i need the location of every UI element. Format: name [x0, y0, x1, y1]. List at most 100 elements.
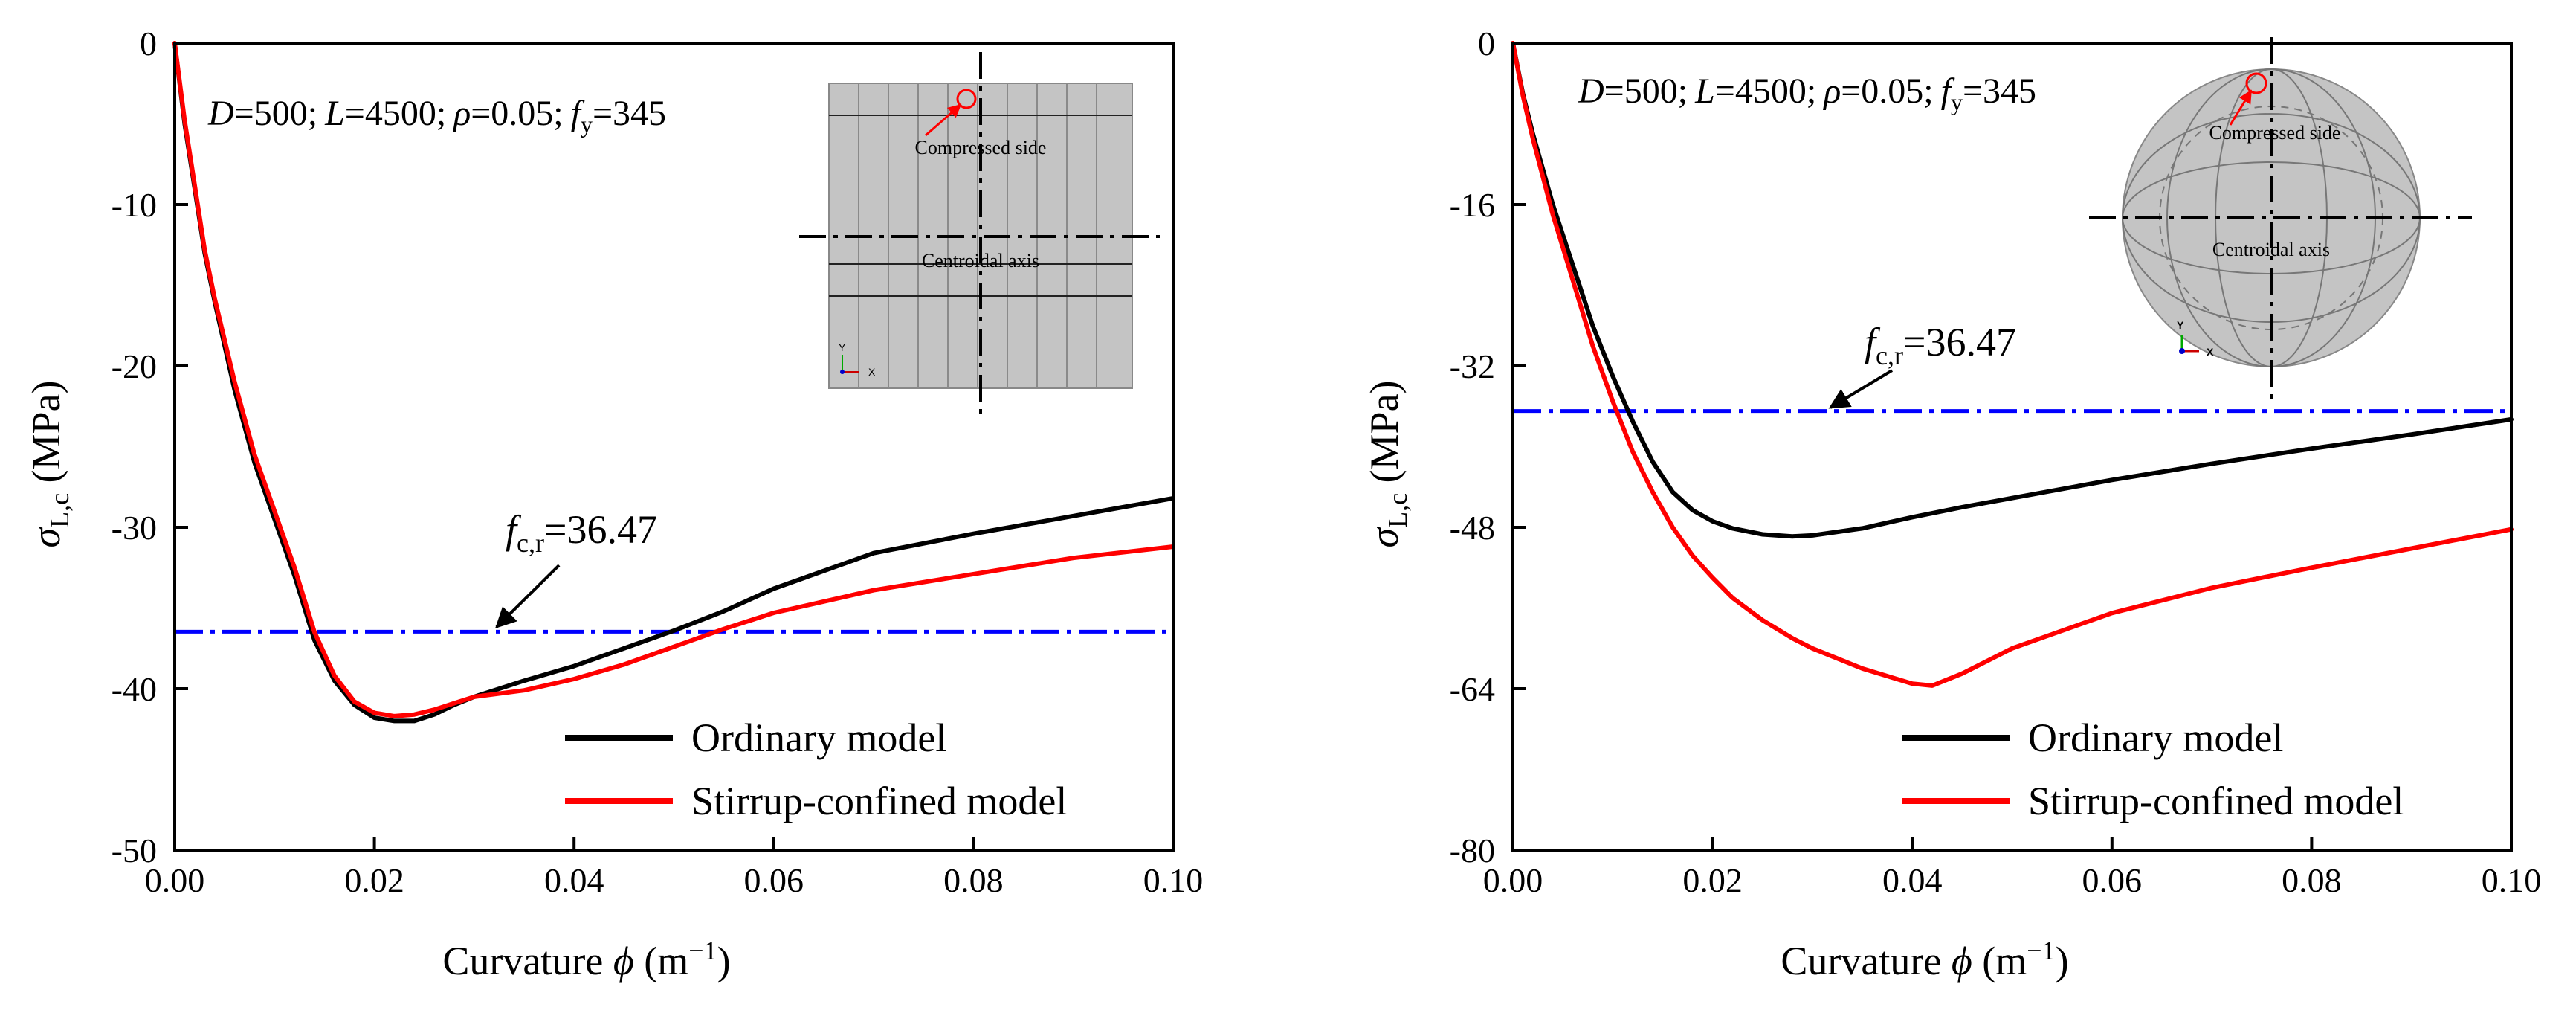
param-D-value: =500;: [234, 94, 317, 133]
inset-circle-triad-icon: Y X: [2177, 319, 2214, 358]
params-annotation: D=500; L=4500; ρ=0.05; fy=345: [207, 94, 666, 138]
y-axis-title: σL,c (MPa): [1362, 380, 1413, 547]
x-axis-title-unit-close: ): [2056, 939, 2069, 983]
reference-label-value: =36.47: [1903, 320, 2016, 364]
param-L-symbol: L: [1694, 71, 1715, 111]
y-tick-label: -40: [112, 670, 157, 708]
inset-rect-triad-y: Y: [839, 341, 846, 353]
y-tick-label: -30: [112, 509, 157, 547]
x-tick-label: 0.06: [744, 861, 804, 899]
left-chart-panel: Compressed side Centroidal axis Y X 0.00…: [24, 25, 1203, 983]
y-tick-label: -50: [112, 832, 157, 869]
plot-frame: [1511, 42, 2513, 852]
axis-ticks: 0.00 0.02 0.04 0.06 0.08 0.10 0 -16 -32 -48 -64 -80: [1450, 25, 2542, 899]
y-axis-title-symbol: σ: [24, 527, 68, 548]
x-axis-title-unit-open: (m: [1972, 939, 2027, 983]
x-tick-label: 0.02: [344, 861, 404, 899]
param-L-symbol: L: [324, 94, 345, 133]
inset-rect-pointer-arrow: [925, 103, 962, 137]
x-axis-title: Curvature ϕ (m−1): [1781, 936, 2068, 983]
x-axis-title-symbol: ϕ: [613, 939, 634, 983]
params-annotation: D=500; L=4500; ρ=0.05; fy=345: [1578, 71, 2036, 115]
y-axis-title-subscript: L,c: [1383, 493, 1413, 528]
param-f-subscript: y: [1951, 89, 1963, 115]
x-axis-title-unit-close: ): [717, 939, 731, 983]
x-tick-label: 0.04: [544, 861, 604, 899]
x-tick-label: 0.10: [2482, 861, 2542, 899]
y-axis-title-unit: (MPa): [1362, 380, 1407, 492]
y-tick-label: -48: [1450, 509, 1495, 547]
legend-label-stirrup: Stirrup-confined model: [691, 779, 1067, 823]
legend-label-ordinary: Ordinary model: [691, 715, 946, 760]
right-chart-panel: Compressed side Centroidal axis Y X 0.00…: [1362, 25, 2541, 983]
param-rho-symbol: ρ: [452, 94, 471, 133]
y-tick-label: -10: [112, 186, 157, 224]
y-axis-title-symbol: σ: [1362, 527, 1407, 548]
x-axis-title-prefix: Curvature: [1781, 939, 1951, 983]
param-rho-symbol: ρ: [1822, 71, 1841, 111]
param-f-value: =345: [593, 94, 666, 133]
x-tick-label: 0.00: [1483, 861, 1543, 899]
inset-rect-triad-icon: Y X: [839, 341, 876, 378]
reference-label-arrow: [1828, 369, 1894, 409]
legend-label-stirrup: Stirrup-confined model: [2028, 779, 2404, 823]
inset-rect-label-compressed: Compressed side: [915, 137, 1047, 158]
reference-label-arrow: [495, 564, 561, 628]
param-L-value: =4500;: [1715, 71, 1816, 111]
reference-label-subscript: c,r: [1876, 341, 1903, 370]
param-D-symbol: D: [207, 94, 234, 133]
inset-circle-label-compressed: Compressed side: [2209, 122, 2341, 144]
inset-circle-triad-x: X: [2207, 346, 2214, 358]
inset-rect-section: Compressed side Centroidal axis Y X: [799, 52, 1160, 416]
series-lines: [172, 41, 1175, 724]
param-rho-value: =0.05;: [1841, 71, 1933, 111]
x-tick-label: 0.00: [145, 861, 205, 899]
param-f-subscript: y: [581, 111, 593, 138]
inset-circle-label-centroidal: Centroidal axis: [2212, 239, 2330, 260]
inset-rect-triad-x: X: [868, 366, 876, 378]
x-axis-title: Curvature ϕ (m−1): [442, 936, 730, 983]
x-tick-label: 0.08: [943, 861, 1004, 899]
series-line-ordinary: [1511, 41, 2514, 539]
series-lines: [1511, 41, 2514, 688]
x-tick-label: 0.04: [1882, 861, 1943, 899]
inset-circle-pointer-arrow: [2229, 89, 2253, 126]
reference-label: fc,r=36.47: [506, 507, 657, 558]
inset-circle-compressed-marker: [2245, 72, 2267, 94]
x-tick-label: 0.08: [2282, 861, 2342, 899]
x-tick-label: 0.02: [1682, 861, 1743, 899]
x-tick-label: 0.06: [2082, 861, 2143, 899]
y-tick-label: -32: [1450, 347, 1495, 385]
axis-ticks: 0.00 0.02 0.04 0.06 0.08 0.10 0 -10 -20 -30 -40 -50: [112, 25, 1204, 899]
param-f-value: =345: [1963, 71, 2036, 111]
param-rho-value: =0.05;: [471, 94, 563, 133]
x-axis-title-prefix: Curvature: [442, 939, 613, 983]
y-tick-label: -16: [1450, 186, 1495, 224]
x-axis-title-unit-exp: −1: [2027, 936, 2055, 965]
plot-frame: [173, 42, 1175, 852]
y-tick-label: 0: [140, 25, 157, 62]
legend: Ordinary model Stirrup-confined model: [1902, 715, 2404, 823]
x-axis-title-symbol: ϕ: [1952, 939, 1972, 983]
inset-circle-triad-y: Y: [2177, 319, 2184, 331]
y-axis-title: σL,c (MPa): [24, 380, 74, 547]
param-D-value: =500;: [1604, 71, 1688, 111]
param-L-value: =4500;: [345, 94, 446, 133]
inset-rect-label-centroidal: Centroidal axis: [922, 250, 1039, 271]
reference-label-subscript: c,r: [517, 528, 544, 558]
reference-label: fc,r=36.47: [1865, 320, 2016, 370]
inset-rect-compressed-marker: [956, 89, 977, 109]
y-axis-title-subscript: L,c: [45, 493, 74, 528]
legend-label-ordinary: Ordinary model: [2028, 715, 2283, 760]
legend: Ordinary model Stirrup-confined model: [565, 715, 1067, 823]
x-axis-title-unit-open: (m: [634, 939, 689, 983]
series-line-stirrup-confined: [172, 41, 1175, 718]
y-tick-label: -80: [1450, 832, 1495, 869]
y-tick-label: 0: [1478, 25, 1495, 62]
inset-circle-section: Compressed side Centroidal axis Y X: [2089, 37, 2472, 405]
x-axis-title-unit-exp: −1: [688, 936, 717, 965]
x-tick-label: 0.10: [1143, 861, 1204, 899]
series-line-stirrup-confined: [1511, 41, 2514, 688]
y-tick-label: -20: [112, 347, 157, 385]
